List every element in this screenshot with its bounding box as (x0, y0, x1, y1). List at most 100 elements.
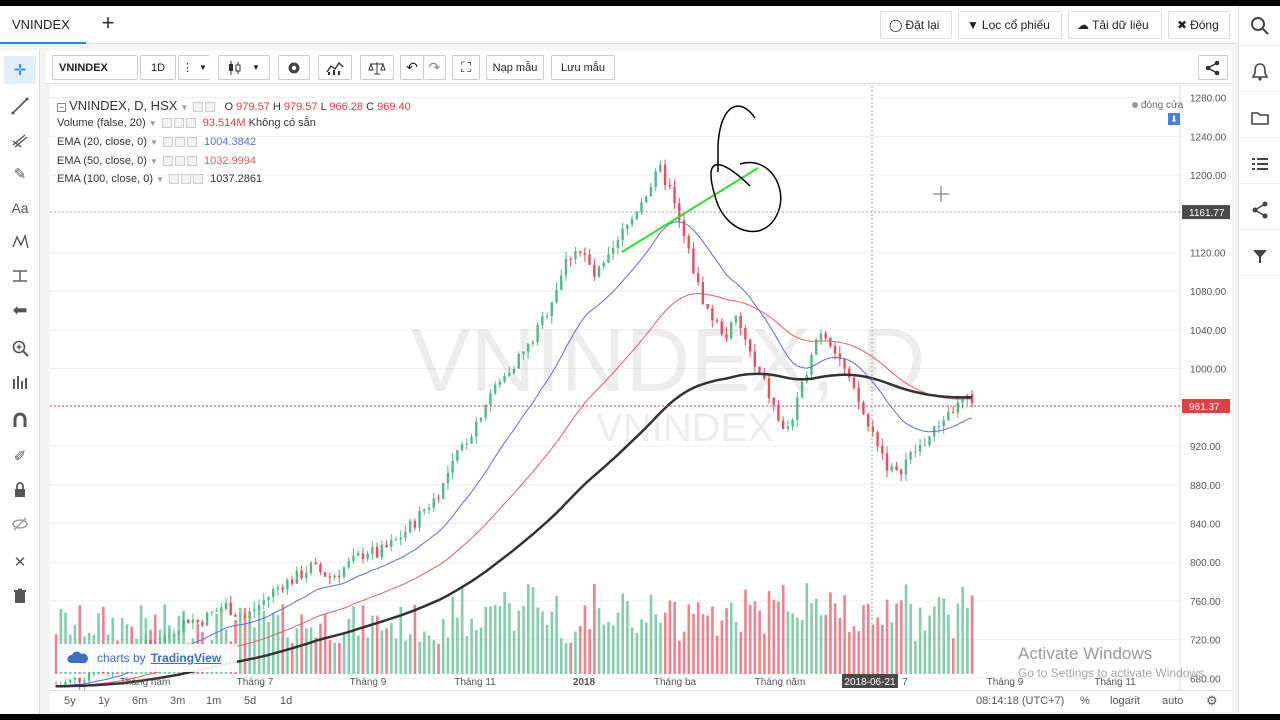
log-toggle[interactable]: logarit (1110, 695, 1140, 707)
chevron-down-icon[interactable]: ▼ (180, 103, 189, 112)
text-tool[interactable]: Aa (4, 194, 36, 222)
settings-button[interactable] (278, 55, 310, 80)
zoom-tool[interactable] (4, 334, 36, 362)
fullscreen-button[interactable]: ⛶ (452, 55, 480, 80)
candle-body (777, 404, 780, 421)
save-template-button[interactable]: Lưu mẫu (551, 55, 615, 80)
legend-volume[interactable]: Volume (false, 20) ▼ 93.514M Không có sẵ… (57, 117, 316, 129)
candle-body (342, 567, 346, 577)
share-chart-button[interactable] (1198, 55, 1228, 80)
add-tab-button[interactable]: + (101, 10, 115, 35)
remove-small-icon[interactable] (193, 174, 204, 185)
symbol-input[interactable]: VNINDEX (52, 55, 138, 80)
lock-tool[interactable] (4, 476, 36, 504)
compare-button[interactable] (360, 55, 394, 80)
range-3m[interactable]: 3m (170, 695, 186, 707)
eye-icon[interactable] (169, 174, 180, 185)
percent-toggle[interactable]: % (1080, 695, 1090, 707)
share-sidebar-button[interactable] (1239, 190, 1280, 230)
trendline-tool[interactable] (4, 92, 36, 120)
folders-button[interactable] (1239, 98, 1280, 138)
eye-icon[interactable] (162, 156, 173, 167)
interval-select[interactable]: 1D (140, 55, 176, 80)
interval-more-button[interactable]: ⋮ ▼ (178, 55, 210, 80)
price-chart[interactable]: VNINDEX, D VNINDEX 1280.00 1240.00 1200.00… (50, 86, 1232, 690)
settings-small-icon[interactable] (174, 156, 185, 167)
range-6m[interactable]: 6m (132, 695, 148, 707)
settings-small-icon[interactable] (181, 174, 192, 185)
volume-bar (937, 597, 941, 674)
legend-h-label: H (272, 101, 281, 113)
stock-filter-button[interactable]: ▼ Lọc cổ phiếu (958, 11, 1062, 39)
zoom-out-tool[interactable] (4, 368, 36, 396)
chevron-down-icon[interactable]: ▼ (148, 119, 157, 128)
chevron-down-icon[interactable]: ▼ (156, 175, 164, 184)
candle-body (810, 354, 813, 376)
brush-tool[interactable]: ✎ (4, 160, 36, 188)
settings-small-icon[interactable] (174, 137, 185, 148)
remove-small-icon[interactable] (186, 156, 197, 167)
settings-small-icon[interactable] (173, 118, 184, 129)
tab-vnindex[interactable]: VNINDEX (0, 6, 86, 44)
chevron-down-icon[interactable]: ▼ (149, 138, 158, 147)
load-template-button[interactable]: Nạp mẫu (486, 55, 544, 80)
volume-bar (319, 623, 322, 674)
volume-bar (493, 605, 497, 674)
info-icon[interactable]: ⬇ (1168, 113, 1180, 125)
eye-icon[interactable] (162, 137, 173, 148)
pattern-tool[interactable] (4, 228, 36, 256)
download-data-button[interactable]: ☁ Tải dữ liệu (1068, 11, 1162, 39)
pitchfork-tool[interactable] (4, 126, 36, 154)
candle-body (942, 420, 945, 427)
volume-bar (314, 637, 318, 674)
auto-toggle[interactable]: auto (1162, 695, 1184, 707)
watchlist-button[interactable] (1239, 144, 1280, 184)
candle-body (446, 472, 450, 484)
range-1y[interactable]: 1y (98, 695, 110, 707)
range-1m[interactable]: 1m (206, 695, 222, 707)
search-button[interactable] (1239, 6, 1280, 46)
remove-tools-tool[interactable]: ✕ (4, 548, 36, 576)
legend-ema50[interactable]: EMA (50, close, 0) ▼ 1032.9994 (57, 155, 256, 167)
chart-type-button[interactable]: ▼ (218, 55, 270, 80)
candle-body (479, 417, 483, 422)
trash-tool[interactable] (4, 582, 36, 610)
eye-icon[interactable] (193, 102, 204, 113)
magnet-tool[interactable] (4, 406, 36, 434)
legend-ema20[interactable]: EMA (20, close, 0) ▼ 1004.3842 (57, 136, 256, 148)
settings-small-icon[interactable] (205, 102, 216, 113)
remove-small-icon[interactable] (185, 118, 196, 129)
hide-tool[interactable] (4, 510, 36, 538)
candles-icon (229, 60, 241, 75)
filter-sidebar-button[interactable] (1239, 236, 1280, 276)
candle-body (852, 377, 856, 388)
redo-button[interactable]: ↷ (424, 55, 446, 80)
range-5y[interactable]: 5y (64, 695, 76, 707)
close-button[interactable]: ✖ Đóng (1168, 11, 1230, 39)
tradingview-branding[interactable]: charts by TradingView (57, 644, 237, 672)
undo-button[interactable]: ↶ (400, 55, 424, 80)
measure-tool[interactable] (4, 262, 36, 290)
indicators-button[interactable] (318, 55, 352, 80)
tools-icon: ✕ (13, 554, 27, 571)
range-5d[interactable]: 5d (244, 695, 257, 707)
crosshair-tool[interactable]: ✛ (4, 56, 36, 84)
chart-area[interactable]: VNINDEX, D VNINDEX 1280.00 1240.00 1200.00… (50, 86, 1232, 694)
volume-bar (791, 613, 794, 674)
eye-icon[interactable] (161, 118, 172, 129)
legend-ema100[interactable]: EMA (100, close, 0) ▼ 1037.2861 (57, 173, 262, 185)
legend-main[interactable]: − VNINDEX, D, HSX ▼ O 979.57 H 979.57 L … (57, 98, 411, 113)
stay-in-drawing-tool[interactable]: ✐ (4, 442, 36, 470)
reset-button[interactable]: ◯ Đặt lại (880, 11, 952, 39)
range-1d[interactable]: 1d (280, 695, 293, 707)
remove-small-icon[interactable] (186, 137, 197, 148)
volume-bar (470, 618, 473, 674)
chevron-down-icon[interactable]: ▼ (149, 157, 158, 166)
scales-icon (368, 61, 386, 74)
gear-icon[interactable]: ⚙ (1206, 693, 1218, 708)
alerts-button[interactable] (1239, 52, 1280, 92)
back-tool[interactable]: ⬅ (4, 296, 36, 324)
collapse-icon[interactable]: − (57, 103, 66, 112)
candle-body (92, 673, 95, 675)
candle-body (541, 316, 544, 325)
